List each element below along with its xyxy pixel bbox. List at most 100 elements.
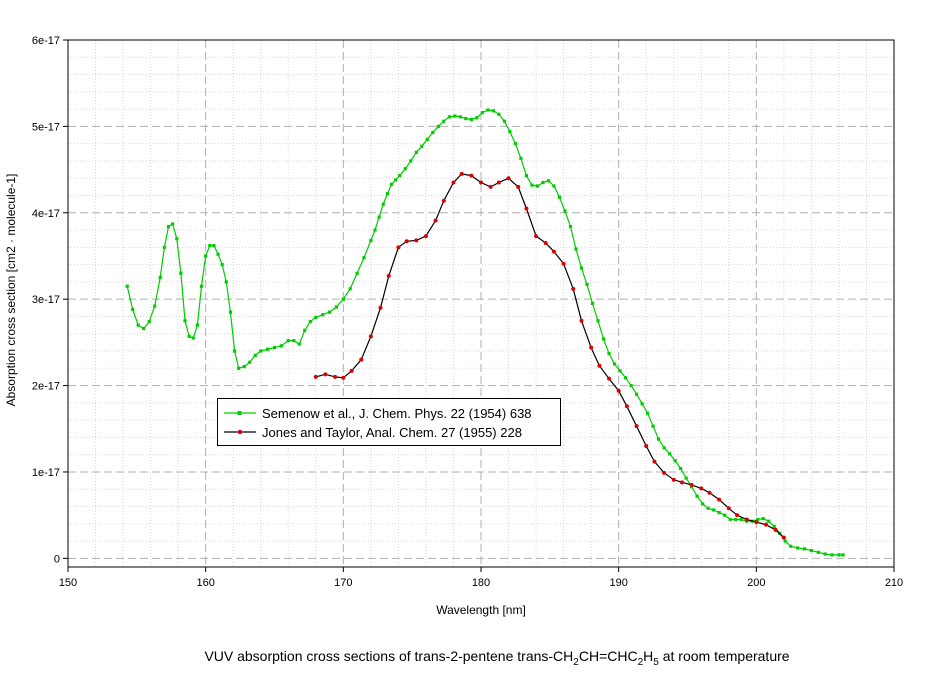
data-point-semenow — [259, 349, 263, 353]
data-point-semenow — [767, 519, 771, 523]
x-axis-ticks: 150 160 170 180 190 200 210 — [59, 567, 903, 589]
data-point-jones-taylor — [488, 184, 493, 189]
data-point-semenow — [136, 323, 140, 327]
data-point-semenow — [783, 539, 787, 543]
data-point-semenow — [327, 310, 332, 314]
data-point-semenow — [645, 411, 650, 415]
data-point-jones-taylor — [679, 480, 684, 485]
data-point-semenow — [464, 117, 468, 121]
data-point-jones-taylor — [378, 305, 383, 310]
data-point-semenow — [166, 225, 171, 229]
data-point-semenow — [131, 307, 135, 312]
data-point-semenow — [837, 553, 841, 557]
data-point-semenow — [734, 517, 738, 522]
data-point-jones-taylor — [333, 374, 338, 379]
data-point-semenow — [228, 310, 233, 314]
data-point-semenow — [535, 184, 540, 188]
data-point-semenow — [480, 110, 484, 115]
data-point-jones-taylor — [451, 180, 456, 185]
data-point-semenow — [761, 517, 765, 521]
x-tick-label: 180 — [472, 577, 490, 589]
data-point-semenow — [723, 513, 727, 517]
data-point-semenow — [369, 238, 373, 243]
y-tick-label: 1e-17 — [32, 467, 60, 479]
data-point-semenow — [469, 117, 473, 122]
data-point-semenow — [266, 347, 270, 351]
legend-label-semenow: Semenow et al., J. Chem. Phys. 22 (1954)… — [262, 405, 532, 421]
data-point-semenow — [179, 271, 183, 275]
y-axis-ticks: 0 1e-17 2e-17 3e-17 4e-17 5e-17 6e-17 — [32, 35, 68, 565]
data-point-semenow — [292, 339, 296, 343]
data-point-semenow — [717, 510, 721, 515]
data-point-semenow — [216, 252, 220, 256]
data-point-semenow — [308, 320, 312, 324]
data-point-semenow — [841, 553, 845, 557]
data-point-semenow — [684, 476, 688, 480]
data-point-semenow — [486, 108, 490, 112]
x-tick-label: 190 — [609, 577, 627, 589]
data-point-jones-taylor — [671, 477, 676, 482]
data-point-semenow — [508, 129, 512, 134]
data-point-jones-taylor — [516, 184, 521, 189]
series-layer — [125, 108, 845, 557]
data-point-semenow — [394, 178, 398, 182]
data-point-semenow — [579, 266, 584, 270]
data-point-semenow — [191, 336, 195, 340]
data-point-semenow — [823, 552, 827, 556]
data-point-jones-taylor — [368, 334, 373, 339]
data-point-jones-taylor — [652, 459, 657, 464]
data-point-semenow — [431, 130, 435, 135]
data-point-semenow — [546, 179, 551, 183]
data-point-jones-taylor — [313, 374, 318, 379]
data-point-semenow — [656, 437, 661, 441]
data-point-semenow — [314, 315, 318, 319]
data-point-semenow — [789, 544, 793, 548]
data-point-semenow — [513, 142, 518, 146]
data-point-jones-taylor — [699, 486, 704, 491]
data-point-semenow — [341, 297, 345, 301]
data-point-semenow — [162, 245, 166, 249]
y-tick-label: 0 — [54, 553, 60, 565]
data-point-jones-taylor — [469, 173, 474, 178]
data-point-jones-taylor — [561, 261, 566, 266]
data-point-semenow — [796, 546, 800, 550]
data-point-semenow — [618, 369, 622, 373]
data-point-semenow — [362, 256, 366, 260]
data-point-jones-taylor — [524, 206, 529, 211]
data-point-jones-taylor — [459, 171, 464, 176]
legend-label-jones-taylor: Jones and Taylor, Anal. Chem. 27 (1955) … — [262, 424, 522, 440]
data-point-semenow — [425, 137, 429, 141]
figure-caption: VUV absorption cross sections of trans-2… — [204, 648, 790, 668]
x-tick-label: 170 — [334, 577, 352, 589]
data-point-semenow — [237, 366, 241, 370]
data-point-semenow — [668, 452, 672, 456]
data-point-semenow — [830, 553, 834, 557]
series-line-0 — [126, 109, 844, 556]
data-point-jones-taylor — [607, 376, 612, 381]
data-point-semenow — [728, 517, 732, 522]
data-point-semenow — [409, 159, 413, 163]
legend: Semenow et al., J. Chem. Phys. 22 (1954)… — [217, 398, 561, 446]
data-point-jones-taylor — [551, 249, 556, 254]
data-point-semenow — [596, 319, 600, 323]
data-point-semenow — [272, 345, 277, 350]
data-point-jones-taylor — [571, 286, 576, 291]
data-point-semenow — [607, 352, 611, 356]
data-point-semenow — [303, 328, 307, 332]
data-point-semenow — [502, 119, 507, 123]
data-point-semenow — [695, 494, 699, 498]
data-point-semenow — [199, 284, 204, 288]
data-point-jones-taylor — [423, 234, 428, 239]
data-point-jones-taylor — [773, 527, 778, 532]
data-point-semenow — [153, 304, 157, 308]
data-point-semenow — [248, 360, 252, 364]
data-point-jones-taylor — [735, 513, 740, 518]
data-point-semenow — [385, 192, 389, 196]
data-point-semenow — [568, 225, 573, 229]
data-point-jones-taylor — [717, 497, 722, 502]
data-point-semenow — [530, 183, 534, 187]
data-point-jones-taylor — [726, 506, 731, 511]
data-point-semenow — [519, 156, 523, 160]
data-point-semenow — [712, 508, 716, 512]
